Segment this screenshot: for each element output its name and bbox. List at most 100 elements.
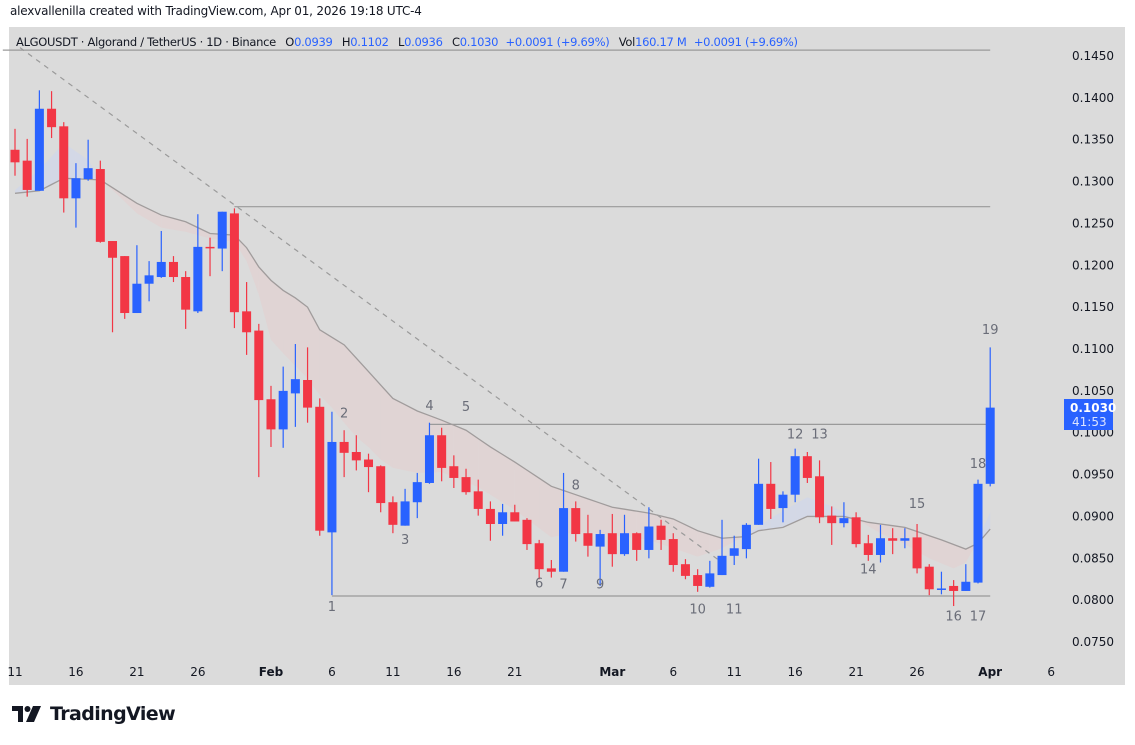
ma-band-segment (173, 218, 186, 232)
candle-body (546, 568, 556, 572)
wave-label: 7 (559, 577, 567, 592)
wave-label: 13 (811, 428, 828, 443)
wave-label: 10 (689, 603, 706, 618)
time-tick-label: 21 (507, 665, 522, 679)
wave-label: 9 (596, 577, 604, 592)
volume-change-value: +0.0091 (+9.69%) (693, 35, 798, 49)
change-value: +0.0091 (+9.69%) (505, 35, 610, 49)
candle-body (266, 399, 276, 430)
close-value: 0.1030 (459, 35, 499, 49)
candle-body (217, 211, 227, 249)
wave-label: 6 (535, 577, 543, 592)
ma-band-segment (880, 523, 893, 539)
candle-body (498, 512, 508, 524)
wave-label: 5 (462, 400, 470, 415)
time-tick-label: Apr (978, 665, 1002, 679)
candle-body (656, 525, 666, 540)
ma-band-segment (624, 509, 637, 539)
candle-body (376, 466, 386, 504)
price-tick-label: 0.1150 (1072, 300, 1114, 314)
ma-band-segment (405, 404, 418, 473)
candle-body (10, 149, 20, 163)
time-tick-label: 21 (129, 665, 144, 679)
ma-band-segment (124, 195, 137, 214)
symbol-description[interactable]: ALGOUSDT · Algorand / TetherUS · 1D · Bi… (16, 35, 276, 49)
wave-label: 19 (982, 323, 999, 338)
candle-body (522, 519, 532, 545)
candle-body (973, 483, 983, 583)
last-price-countdown: 41:53 (1072, 415, 1107, 429)
tradingview-logo[interactable]: TradingView (12, 703, 176, 725)
time-tick-label: 21 (848, 665, 863, 679)
candle-body (717, 555, 727, 576)
candle-body (254, 330, 264, 401)
ma-band-segment (514, 462, 527, 519)
last-price-tag-bg (1064, 399, 1113, 430)
ma-band-segment (600, 503, 613, 535)
ma-band-segment (612, 507, 625, 537)
time-tick-label: 26 (909, 665, 924, 679)
candle-body (888, 538, 898, 541)
candle-body (59, 126, 69, 199)
candle-body (461, 477, 471, 493)
ma-band-segment (197, 227, 211, 239)
candle-body (534, 543, 544, 570)
candle-body (473, 491, 483, 509)
candle-body (412, 482, 422, 503)
candle-body (132, 283, 142, 314)
candle-body (595, 534, 605, 547)
ma-band-segment (246, 247, 259, 295)
ma-band-segment (892, 525, 905, 545)
high-value: 0.1102 (350, 35, 389, 49)
candle-body (571, 508, 581, 535)
time-tick-label: 11 (385, 665, 400, 679)
candle-body (181, 277, 191, 310)
wave-label: 14 (860, 562, 877, 577)
price-tick-label: 0.1300 (1072, 175, 1114, 189)
last-price-tag: 0.1030 41:53 (1064, 399, 1116, 430)
price-tick-label: 0.1400 (1072, 91, 1114, 105)
ma-band-segment (831, 506, 844, 517)
candle-body (303, 379, 313, 408)
ma-band-segment (587, 498, 601, 534)
ma-band-segment (722, 537, 735, 549)
ma-band-segment (392, 398, 406, 471)
ma-band-segment (185, 221, 198, 236)
wave-label: 16 (945, 609, 962, 624)
low-label: L (398, 35, 405, 49)
candle-body (668, 539, 678, 566)
wave-label: 8 (572, 479, 580, 494)
candle-body (290, 379, 300, 394)
candle-body (985, 407, 995, 484)
candle-body (632, 533, 642, 550)
candles (10, 90, 995, 607)
candle-body (936, 588, 946, 590)
candle-body (34, 108, 44, 191)
volume-label: Vol (618, 35, 636, 49)
candle-body (95, 169, 105, 242)
ma-band-segment (795, 497, 808, 522)
price-tick-label: 0.0850 (1072, 551, 1114, 565)
chart-panel[interactable] (9, 27, 1125, 685)
ma-band-segment (466, 430, 479, 488)
candle-body (949, 585, 959, 591)
candle-body (644, 526, 654, 550)
ma-band-segment (856, 518, 869, 527)
last-price-value: 0.1030 (1070, 401, 1116, 415)
candle-body (351, 451, 361, 461)
candle-body (924, 566, 934, 590)
ma-band-segment (502, 454, 515, 510)
ma-band-segment (539, 478, 552, 538)
candle-body (364, 459, 374, 468)
candle-body (900, 538, 910, 541)
ma-band-segment (331, 337, 345, 423)
time-tick-label: 6 (328, 665, 336, 679)
open-label: O (285, 35, 295, 49)
ma-band-segment (112, 187, 125, 202)
ma-band-segment (868, 522, 881, 534)
candle-body (729, 548, 739, 556)
candle-body (583, 533, 593, 546)
ma-band-segment (258, 266, 271, 340)
